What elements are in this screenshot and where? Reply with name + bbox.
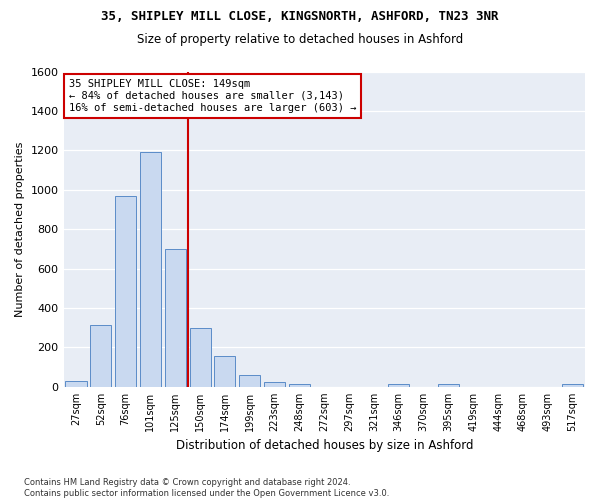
Bar <box>289 384 310 387</box>
Bar <box>65 381 86 387</box>
Bar <box>239 375 260 387</box>
Bar <box>115 196 136 387</box>
Bar <box>90 324 112 387</box>
Bar <box>562 384 583 387</box>
Bar <box>140 152 161 387</box>
Bar <box>388 384 409 387</box>
X-axis label: Distribution of detached houses by size in Ashford: Distribution of detached houses by size … <box>176 440 473 452</box>
Bar <box>438 384 459 387</box>
Bar <box>165 249 186 387</box>
Text: 35 SHIPLEY MILL CLOSE: 149sqm
← 84% of detached houses are smaller (3,143)
16% o: 35 SHIPLEY MILL CLOSE: 149sqm ← 84% of d… <box>69 80 356 112</box>
Text: Contains HM Land Registry data © Crown copyright and database right 2024.
Contai: Contains HM Land Registry data © Crown c… <box>24 478 389 498</box>
Y-axis label: Number of detached properties: Number of detached properties <box>15 142 25 317</box>
Bar <box>190 328 211 387</box>
Text: 35, SHIPLEY MILL CLOSE, KINGSNORTH, ASHFORD, TN23 3NR: 35, SHIPLEY MILL CLOSE, KINGSNORTH, ASHF… <box>101 10 499 23</box>
Text: Size of property relative to detached houses in Ashford: Size of property relative to detached ho… <box>137 32 463 46</box>
Bar <box>264 382 285 387</box>
Bar <box>214 356 235 387</box>
